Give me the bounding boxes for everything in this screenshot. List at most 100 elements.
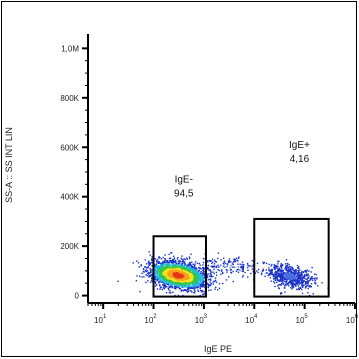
event-dot (171, 270, 173, 273)
event-dot (135, 280, 138, 282)
event-dot (268, 273, 270, 275)
event-dot (273, 273, 275, 275)
event-dot (165, 273, 168, 276)
event-dot (194, 269, 196, 271)
event-dot (235, 270, 238, 272)
event-dot (304, 269, 307, 272)
event-dot (251, 259, 253, 262)
event-dot (206, 268, 209, 270)
event-dot (189, 269, 191, 272)
event-dot (171, 276, 174, 278)
event-dot (149, 254, 151, 256)
event-dot (161, 273, 163, 275)
event-dot (286, 273, 288, 276)
event-dot (292, 279, 295, 281)
event-dot (196, 268, 198, 270)
event-dot (177, 273, 179, 275)
event-dot (195, 279, 198, 281)
event-dot (310, 286, 312, 288)
event-dot (178, 269, 181, 272)
event-dot (308, 275, 310, 277)
event-dot (183, 286, 185, 289)
event-dot (154, 272, 157, 274)
event-dot (183, 275, 185, 277)
event-dot (220, 270, 223, 272)
event-dot (195, 281, 198, 284)
event-dot (154, 274, 156, 276)
event-dot (143, 266, 146, 268)
event-dot (210, 274, 212, 276)
event-dot (139, 290, 141, 293)
event-dot (202, 280, 205, 283)
event-dot (155, 272, 158, 275)
event-dot (172, 267, 174, 270)
event-dot (210, 265, 212, 268)
event-dot (183, 276, 186, 279)
event-dot (277, 285, 279, 287)
event-dot (269, 270, 271, 272)
event-dot (148, 272, 150, 274)
event-dot (280, 270, 282, 272)
event-dot (162, 263, 164, 266)
event-dot (207, 284, 210, 286)
event-dot (237, 266, 240, 268)
gate-percent-label: 94,5 (174, 188, 194, 199)
event-dot (278, 270, 281, 272)
event-dot (296, 288, 298, 290)
event-dot (281, 265, 283, 267)
event-dot (171, 267, 173, 269)
event-dot (194, 283, 196, 286)
event-dot (167, 272, 170, 274)
event-dot (208, 275, 211, 277)
event-dot (210, 271, 212, 273)
event-dot (296, 277, 298, 280)
event-dot (176, 258, 179, 260)
event-dot (196, 262, 199, 264)
event-dot (181, 276, 184, 278)
event-dot (293, 277, 295, 279)
event-dot (185, 275, 187, 277)
event-dot (154, 278, 156, 281)
event-dot (282, 273, 284, 275)
event-dot (172, 291, 174, 293)
event-dot (202, 293, 204, 296)
event-dot (184, 284, 186, 286)
event-dot (168, 253, 170, 256)
event-dot (233, 258, 235, 261)
event-dot (193, 276, 195, 278)
event-dot (291, 283, 294, 285)
event-dot (170, 277, 172, 279)
event-dot (208, 289, 210, 292)
event-dot (171, 268, 173, 270)
event-dot (193, 287, 195, 290)
event-dot (163, 270, 166, 272)
event-dot (198, 279, 200, 281)
event-dot (196, 284, 198, 286)
event-dot (292, 269, 294, 271)
event-dot (265, 262, 268, 265)
event-dot (294, 283, 296, 285)
event-dot (156, 270, 158, 273)
event-dot (184, 259, 186, 261)
event-dot (161, 275, 163, 277)
event-dot (174, 272, 176, 275)
event-dot (301, 288, 303, 291)
event-dot (280, 276, 282, 278)
event-dot (297, 277, 300, 280)
event-dot (207, 261, 209, 263)
event-dot (162, 287, 164, 289)
event-dot (161, 269, 163, 271)
event-dot (281, 279, 283, 281)
event-dot (206, 260, 209, 262)
event-dot (176, 285, 178, 287)
event-dot (286, 273, 289, 275)
event-dot (159, 272, 162, 275)
event-dot (183, 267, 185, 269)
event-dot (223, 261, 225, 264)
event-dot (193, 289, 196, 291)
event-dot (173, 266, 175, 269)
event-dot (144, 270, 147, 272)
event-dot (230, 264, 232, 267)
event-dot (288, 280, 290, 283)
event-dot (296, 272, 298, 275)
